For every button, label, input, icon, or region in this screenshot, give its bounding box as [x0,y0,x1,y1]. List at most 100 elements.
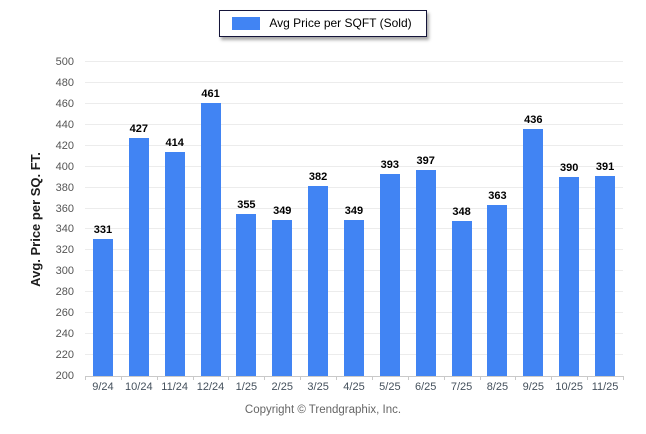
y-tick-label: 240 [55,328,74,341]
x-axis-label: 4/25 [343,381,365,393]
x-axis-label: 9/25 [522,381,545,393]
y-axis-ticks: 200 220 240 260 280 300 320 340 360 380 400 420 440 4… [0,56,80,382]
bar [272,220,293,376]
bar-value-label: 349 [273,205,292,218]
x-tick-mark [587,376,589,380]
x-axis-label: 10/24 [125,381,153,393]
bar-value-label: 414 [165,137,184,150]
x-axis-label: 7/25 [450,381,473,393]
bar-slot: 461 [193,62,229,376]
bar-value-label: 331 [93,223,113,236]
bar [236,213,257,376]
gridline [85,144,623,146]
x-tick-mark [336,376,338,380]
bar [343,220,364,376]
x-axis-label: 9/24 [92,381,114,393]
x-axis-label: 2/25 [271,381,293,393]
bar-value-label: 461 [201,87,220,100]
x-tick-mark [623,376,624,380]
bar-slot: 414 [157,62,193,376]
bar-slot: 393 [372,62,408,376]
y-tick-label: 200 [55,370,74,382]
bar-value-label: 391 [595,161,615,174]
x-tick-mark [156,376,158,380]
gridline [85,207,623,209]
y-tick-label: 500 [55,56,74,68]
y-tick-label: 480 [55,76,74,89]
x-tick-mark [192,376,194,380]
gridline [85,81,623,83]
gridline [85,102,623,104]
bar-slot: 349 [264,62,300,376]
x-axis-label: 3/25 [307,381,329,393]
bar-slot: 348 [444,62,480,376]
y-tick-label: 380 [55,181,74,194]
plot-area: 331 427 414 461 355 349 382 349 393 397 348 363 436 3… [85,61,624,380]
bar [595,176,616,376]
x-tick-mark [120,376,122,380]
bar [308,185,329,376]
x-tick-mark [85,376,86,380]
y-tick-label: 400 [55,160,74,173]
bar-value-label: 382 [308,170,328,183]
bar-value-label: 363 [488,190,507,203]
y-tick-label: 300 [55,265,74,278]
legend-label: Avg Price per SQFT (Sold) [269,16,412,30]
y-tick-label: 320 [55,244,74,257]
copyright-text: Copyright © Trendgraphix, Inc. [244,404,402,416]
x-axis-label: 11/25 [591,381,619,393]
bar [415,169,436,376]
bar-slot: 391 [587,62,623,376]
x-tick-mark [515,376,517,380]
x-axis-label: 1/25 [235,381,258,393]
bar [92,238,113,376]
bar [200,102,221,376]
x-axis-label: 10/25 [555,381,583,393]
legend: Avg Price per SQFT (Sold) [0,10,646,37]
bar-slot: 427 [121,62,157,376]
y-tick-label: 220 [55,349,74,362]
x-axis-labels: 9/24 10/24 11/24 12/24 1/25 2/25 3/25 4/25 5/25 6… [85,381,623,397]
bar [559,177,580,376]
y-tick-label: 260 [55,307,74,320]
bar-value-label: 393 [380,159,400,171]
legend-box: Avg Price per SQFT (Sold) [219,10,427,37]
y-tick-label: 460 [55,97,74,110]
bar [164,152,185,376]
x-axis-label: 12/24 [196,381,225,393]
bar-value-label: 349 [344,205,364,218]
bar-slot: 363 [480,62,516,376]
x-tick-mark [479,376,481,380]
gridline [85,186,623,188]
y-tick-label: 420 [55,139,74,152]
y-tick-label: 360 [55,202,74,215]
bar-slot: 397 [408,62,444,376]
bar-value-label: 348 [452,206,471,219]
y-tick-label: 280 [55,286,74,299]
x-tick-mark [228,376,230,380]
y-tick-label: 440 [55,118,74,131]
bar-slot: 349 [336,62,372,376]
bar [128,138,149,376]
bar-slot: 390 [551,62,587,376]
bar-value-label: 436 [524,114,543,126]
x-tick-mark [371,376,373,380]
x-tick-mark [300,376,302,380]
bar-slot: 436 [515,62,551,376]
bar-slot: 355 [228,62,264,376]
bar-slot: 331 [85,62,121,376]
bar [487,205,508,376]
bar-value-label: 427 [129,123,148,136]
bar-value-label: 390 [560,162,579,175]
x-axis-label: 6/25 [415,381,437,393]
gridline [85,61,623,62]
x-axis-label: 11/24 [161,381,189,393]
bar-value-label: 397 [416,154,435,167]
bar [379,174,400,376]
gridline [85,123,623,125]
x-tick-mark [551,376,553,380]
legend-swatch-icon [232,16,261,30]
gridline [85,165,623,167]
bar [451,221,472,376]
bar-value-label: 355 [237,198,256,211]
